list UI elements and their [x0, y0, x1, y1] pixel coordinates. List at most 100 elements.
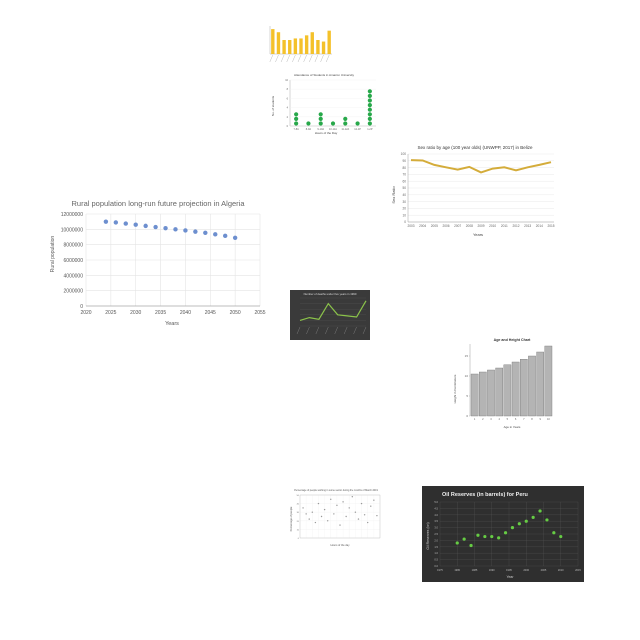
x-tick-label: 11-12A	[341, 128, 349, 131]
chart-deaths-svg: Number of deaths under five years in 199…	[290, 290, 370, 340]
y-tick-label: 40	[297, 504, 300, 506]
y-tick-label: 30	[297, 512, 300, 514]
data-point	[323, 508, 326, 511]
data-point	[370, 505, 372, 507]
data-point	[455, 541, 459, 545]
x-tick-label: 2015	[575, 568, 581, 572]
data-point	[517, 522, 521, 526]
dot	[367, 112, 372, 117]
data-point	[360, 502, 363, 505]
dot	[294, 112, 299, 117]
x-tick-label: 2035	[155, 310, 166, 316]
data-point	[490, 534, 494, 539]
bar	[288, 40, 292, 54]
data-point	[311, 511, 314, 513]
dot	[343, 121, 348, 126]
x-tick-label: 8-9A	[306, 128, 312, 131]
data-point	[183, 228, 188, 233]
y-axis-label: Rural population	[50, 236, 56, 273]
data-point	[373, 499, 375, 501]
data-point	[476, 533, 480, 537]
x-tick-label	[334, 326, 338, 335]
x-tick-label: 5	[507, 417, 509, 421]
y-tick-label: 10	[402, 213, 406, 217]
x-tick-label: 3	[490, 417, 492, 421]
x-axis-label: Years	[165, 321, 179, 327]
y-tick-label: 3.0	[434, 526, 438, 530]
x-tick-label: 2025	[105, 310, 116, 316]
data-point	[351, 496, 354, 498]
dot	[367, 93, 372, 98]
x-tick-label	[343, 326, 348, 335]
bar	[528, 355, 536, 417]
chart-title: Percentage of people working in some sec…	[294, 489, 378, 492]
x-tick-label	[309, 54, 313, 63]
y-tick-label: 0	[80, 304, 83, 310]
x-tick-label: 2010	[489, 224, 496, 228]
x-tick-label: 2005	[431, 224, 438, 228]
chart-title: Rural population long-run future project…	[71, 199, 245, 208]
x-tick-label: 2005	[541, 568, 547, 572]
y-tick-label: 10	[285, 79, 288, 82]
data-point	[103, 219, 109, 224]
y-axis-label: No. of students	[271, 95, 275, 116]
bar	[310, 32, 314, 54]
y-axis-label: Sex Ratio	[391, 186, 396, 204]
chart-attendance: Attendance of Students in Amazon Univers…	[268, 70, 380, 136]
chart-belize-svg: Sex ratio by age (100 year olds) (UNWPP,…	[391, 145, 555, 237]
bar	[544, 345, 553, 417]
y-axis-label: Height in Centimeters	[453, 374, 457, 403]
chart-percentage-svg: Percentage of people working in some sec…	[289, 489, 381, 547]
y-tick-label: 90	[402, 159, 406, 163]
x-tick-label	[325, 54, 330, 63]
x-tick-label: 4	[498, 417, 500, 421]
data-point	[302, 507, 304, 509]
bar	[316, 40, 320, 54]
dot	[367, 103, 372, 108]
x-axis-label: Year	[506, 575, 514, 579]
y-tick-label: 70	[402, 173, 406, 177]
data-point	[366, 521, 369, 524]
data-point	[510, 526, 515, 530]
data-point	[232, 235, 238, 240]
x-tick-label: 6	[515, 417, 517, 421]
bar	[511, 361, 520, 417]
bar	[470, 373, 479, 417]
dot	[343, 116, 348, 121]
data-point	[462, 537, 466, 541]
x-tick-label	[297, 54, 302, 63]
chart-title: Age and Height Chart	[494, 338, 532, 342]
data-point	[314, 521, 317, 524]
chart-yellow-bars	[256, 18, 336, 70]
x-tick-label	[269, 54, 274, 63]
x-tick-label: 2006	[442, 224, 449, 228]
y-tick-label: 4.0	[434, 513, 438, 517]
x-tick-label	[296, 326, 301, 335]
bar	[276, 32, 281, 54]
y-tick-label: 8000000	[64, 243, 84, 249]
y-tick-label: 3.5	[434, 519, 438, 523]
data-point	[348, 507, 350, 509]
data-point	[336, 504, 338, 507]
x-tick-label: 2010	[558, 568, 564, 572]
y-tick-label: 4.5	[434, 506, 438, 510]
chart-age-height-svg: Age and Height Chart Age in Years Height…	[453, 338, 553, 429]
y-tick-label: 30	[402, 200, 406, 204]
y-tick-label: 1.5	[434, 545, 438, 549]
bar	[299, 38, 303, 54]
x-tick-label: 2000	[523, 568, 529, 572]
data-point	[330, 498, 332, 500]
bar	[479, 371, 487, 417]
bar	[282, 40, 286, 54]
bar	[519, 359, 528, 417]
bar	[503, 364, 512, 417]
y-tick-label: 2.5	[434, 532, 438, 536]
y-tick-label: 4	[287, 107, 289, 110]
data-point	[545, 518, 549, 522]
y-tick-label: 50	[297, 495, 300, 497]
y-tick-label: 0.5	[434, 558, 438, 562]
y-tick-label: 10000000	[61, 227, 83, 233]
y-tick-label: 8	[287, 88, 289, 91]
y-tick-label: 2000000	[64, 289, 84, 295]
x-tick-label: 9	[539, 417, 541, 421]
